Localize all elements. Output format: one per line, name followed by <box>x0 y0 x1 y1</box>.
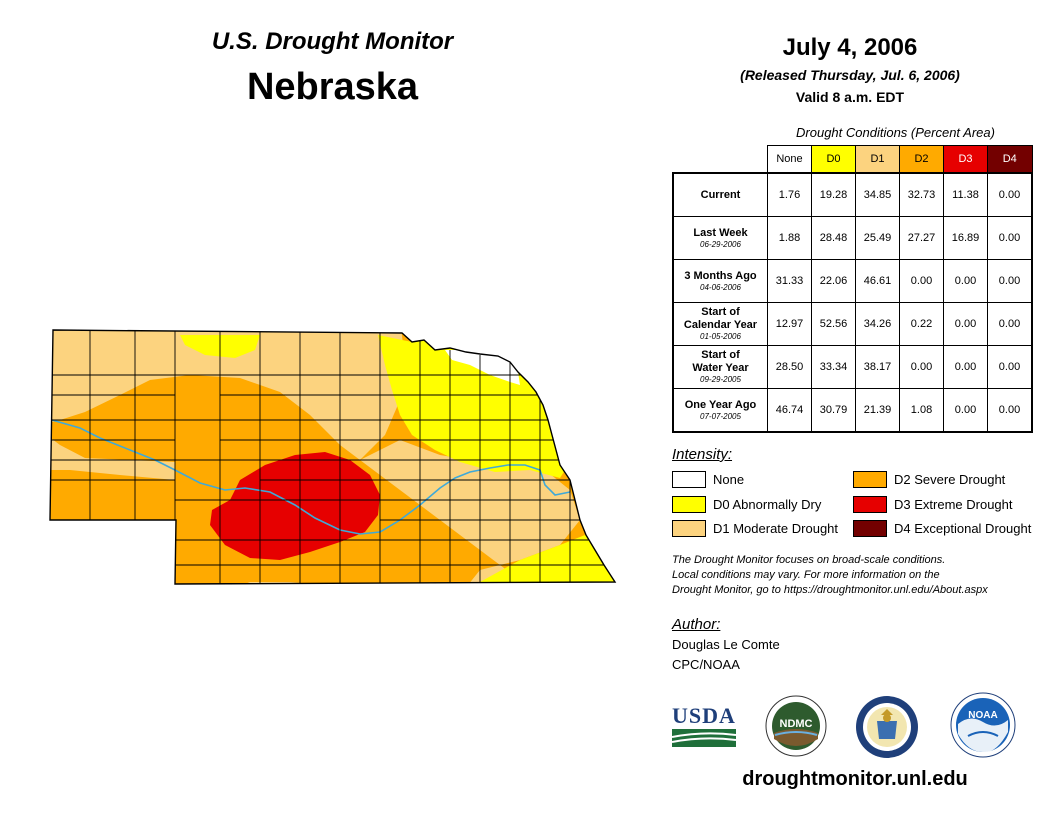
drought-conditions-table: None D0 D1 D2 D3 D4 Current 1.76 19.28 3… <box>672 145 1033 433</box>
disclaimer-note: The Drought Monitor focuses on broad-sca… <box>672 554 988 596</box>
website-url[interactable]: droughtmonitor.unl.edu <box>742 768 968 790</box>
legend-swatch <box>672 471 706 488</box>
row-label: 3 Months Ago 04-06-2006 <box>672 259 768 303</box>
valid-time: Valid 8 a.m. EDT <box>795 89 905 105</box>
table-cell: 0.00 <box>899 345 944 389</box>
usda-logo: USDA <box>671 703 737 749</box>
table-cell: 38.17 <box>855 345 900 389</box>
table-cell: 19.28 <box>811 172 856 217</box>
state-outline <box>49 329 617 585</box>
usda-field-icon <box>671 729 737 747</box>
table-cell: 46.61 <box>855 259 900 303</box>
d1-zone-east <box>220 440 580 584</box>
table-cell: 31.33 <box>767 259 812 303</box>
platte-river <box>51 419 571 535</box>
row-label: Start of Calendar Year 01-05-2006 <box>672 302 768 346</box>
legend-item-d1: D1 Moderate Drought <box>672 520 838 537</box>
map-date: July 4, 2006 <box>782 34 918 61</box>
legend-item-d3: D3 Extreme Drought <box>853 496 1013 513</box>
table-cell: 12.97 <box>767 302 812 346</box>
row-label: Last Week 06-29-2006 <box>672 216 768 260</box>
legend-swatch <box>672 520 706 537</box>
col-none: None <box>767 145 812 174</box>
legend-item-d4: D4 Exceptional Drought <box>853 520 1031 537</box>
col-d0: D0 <box>811 145 856 174</box>
table-cell: 0.00 <box>987 388 1033 433</box>
table-cell: 0.00 <box>943 388 988 433</box>
row-label: One Year Ago 07-07-2005 <box>672 388 768 433</box>
table-cell: 52.56 <box>811 302 856 346</box>
d3-zone <box>210 452 380 560</box>
table-cell: 1.08 <box>899 388 944 433</box>
release-date: (Released Thursday, Jul. 6, 2006) <box>740 67 960 83</box>
table-row: Last Week 06-29-2006 1.88 28.48 25.49 27.… <box>672 216 1033 260</box>
table-row: Current 1.76 19.28 34.85 32.73 11.38 0.0… <box>672 172 1033 217</box>
legend-item-d0: D0 Abnormally Dry <box>672 496 821 513</box>
table-cell: 0.22 <box>899 302 944 346</box>
table-cell: 0.00 <box>987 345 1033 389</box>
table-cell: 22.06 <box>811 259 856 303</box>
noaa-logo: NOAA <box>950 692 1016 758</box>
table-cell: 1.88 <box>767 216 812 260</box>
monitor-title: U.S. Drought Monitor <box>211 28 454 55</box>
table-row: One Year Ago 07-07-2005 46.74 30.79 21.39… <box>672 388 1033 433</box>
table-cell: 28.50 <box>767 345 812 389</box>
col-d3: D3 <box>943 145 988 174</box>
col-d4: D4 <box>987 145 1033 174</box>
county-lines <box>50 330 615 584</box>
table-row: 3 Months Ago 04-06-2006 31.33 22.06 46.61… <box>672 259 1033 303</box>
table-cell: 33.34 <box>811 345 856 389</box>
table-cell: 46.74 <box>767 388 812 433</box>
ndmc-logo: NDMC <box>765 695 827 757</box>
table-cell: 0.00 <box>943 302 988 346</box>
table-cell: 32.73 <box>899 172 944 217</box>
table-caption: Drought Conditions (Percent Area) <box>796 125 995 140</box>
table-cell: 30.79 <box>811 388 856 433</box>
table-cell: 21.39 <box>855 388 900 433</box>
nebraska-drought-map <box>49 329 617 585</box>
legend-swatch <box>853 496 887 513</box>
table-row: Start of Calendar Year 01-05-2006 12.97 52… <box>672 302 1033 346</box>
table-cell: 27.27 <box>899 216 944 260</box>
table-cell: 28.48 <box>811 216 856 260</box>
legend-item-none: None <box>672 471 744 488</box>
table-cell: 34.26 <box>855 302 900 346</box>
table-cell: 0.00 <box>943 345 988 389</box>
none-zone <box>445 350 520 385</box>
table-cell: 0.00 <box>987 216 1033 260</box>
author-title: Author: <box>672 616 721 633</box>
legend-item-d2: D2 Severe Drought <box>853 471 1005 488</box>
legend-swatch <box>672 496 706 513</box>
table-cell: 0.00 <box>943 259 988 303</box>
svg-text:NDMC: NDMC <box>780 718 813 730</box>
col-d1: D1 <box>855 145 900 174</box>
table-cell: 0.00 <box>987 259 1033 303</box>
row-label: Start of Water Year 09-29-2005 <box>672 345 768 389</box>
col-d2: D2 <box>899 145 944 174</box>
author-org: CPC/NOAA <box>672 657 740 672</box>
table-cell: 11.38 <box>943 172 988 217</box>
table-cell: 0.00 <box>987 172 1033 217</box>
d1-zone-west <box>50 430 175 480</box>
legend-title: Intensity: <box>672 446 733 463</box>
table-cell: 34.85 <box>855 172 900 217</box>
author-name: Douglas Le Comte <box>672 637 780 652</box>
legend-swatch <box>853 520 887 537</box>
row-label: Current <box>672 172 768 217</box>
svg-text:NOAA: NOAA <box>968 710 997 721</box>
table-cell: 25.49 <box>855 216 900 260</box>
legend-swatch <box>853 471 887 488</box>
table-header-row: None D0 D1 D2 D3 D4 <box>673 145 1033 174</box>
state-title: Nebraska <box>246 66 419 108</box>
table-cell: 0.00 <box>987 302 1033 346</box>
table-cell: 16.89 <box>943 216 988 260</box>
table-cell: 0.00 <box>899 259 944 303</box>
table-row: Start of Water Year 09-29-2005 28.50 33.34… <box>672 345 1033 389</box>
d1-zone-north <box>50 330 405 460</box>
table-cell: 1.76 <box>767 172 812 217</box>
commerce-seal-icon <box>856 696 918 758</box>
